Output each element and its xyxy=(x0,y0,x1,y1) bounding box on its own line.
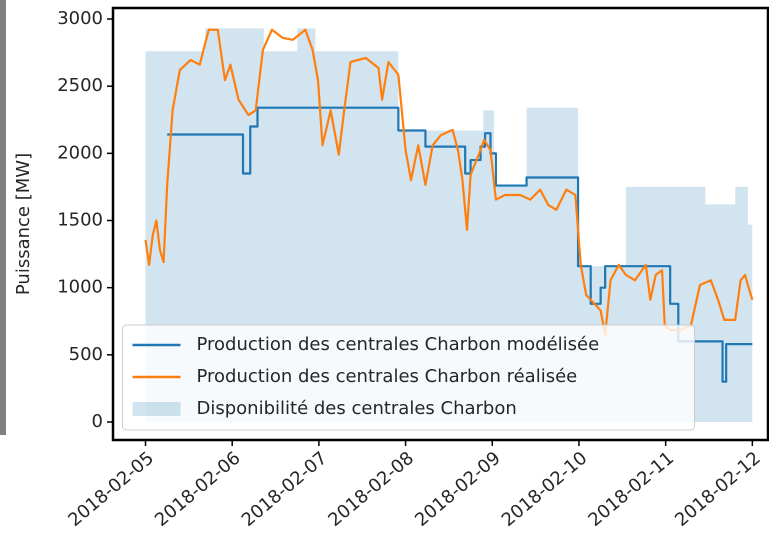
x-tick-label: 2018-02-06 xyxy=(151,448,245,531)
x-tick-label: 2018-02-12 xyxy=(671,448,765,531)
x-tick-label: 2018-02-08 xyxy=(324,448,418,531)
plot-frame xyxy=(111,6,769,442)
y-tick-label: 3000 xyxy=(57,8,103,29)
y-tick-label: 2000 xyxy=(57,142,103,163)
legend-label: Production des centrales Charbon réalisé… xyxy=(197,366,578,387)
series-line xyxy=(144,28,754,336)
side-bar xyxy=(0,0,6,435)
legend-label: Production des centrales Charbon modélis… xyxy=(197,334,600,355)
legend-box xyxy=(122,324,695,431)
x-tick-label: 2018-02-05 xyxy=(64,448,158,531)
availability-area xyxy=(145,28,753,423)
series-line xyxy=(167,106,753,383)
y-tick-label: 2500 xyxy=(57,75,103,96)
y-tick-label: 1000 xyxy=(57,277,103,298)
x-tick-label: 2018-02-11 xyxy=(584,448,678,531)
y-tick-label: 500 xyxy=(69,344,103,365)
y-tick-label: 1500 xyxy=(57,210,103,231)
y-axis-label: Puissance [MW] xyxy=(13,153,34,295)
legend-label: Disponibilité des centrales Charbon xyxy=(197,398,517,419)
x-tick-label: 2018-02-07 xyxy=(238,448,332,531)
x-tick-label: 2018-02-09 xyxy=(411,448,505,531)
x-tick-label: 2018-02-10 xyxy=(498,448,592,531)
y-tick-label: 0 xyxy=(92,411,103,432)
legend-swatch xyxy=(132,402,181,416)
